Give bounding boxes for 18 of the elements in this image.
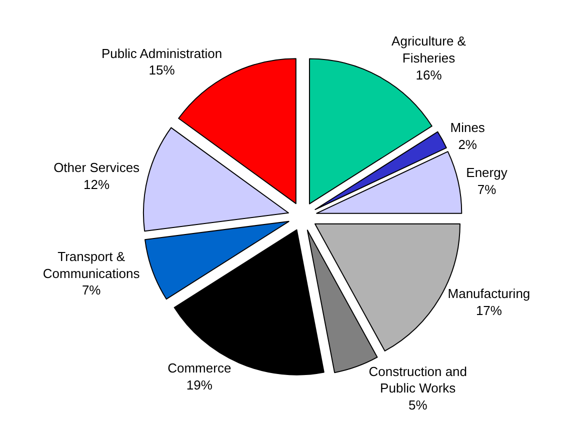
slice-label: Public Administration [101,46,222,61]
data-label: 2% [458,136,478,152]
data-label: 19% [186,377,213,392]
data-label: 16% [416,67,442,82]
slice-label: Commerce [168,360,232,376]
slice-label: Mines [450,120,486,136]
data-label: 5% [408,398,428,413]
slice-label: Manufacturing [448,286,530,301]
data-label: 7% [477,182,497,197]
data-label: 15% [148,62,176,78]
data-label: 12% [84,176,110,192]
slice-label: Agriculture & Fisheries [392,34,466,66]
slice-label: Transport & Communications [42,248,140,281]
data-label: 17% [476,302,502,318]
slice-label: Energy [466,164,508,180]
data-label: 7% [82,282,102,298]
slice-label: Construction and Public Works [368,364,468,396]
slice-label: Other Services [54,160,140,175]
